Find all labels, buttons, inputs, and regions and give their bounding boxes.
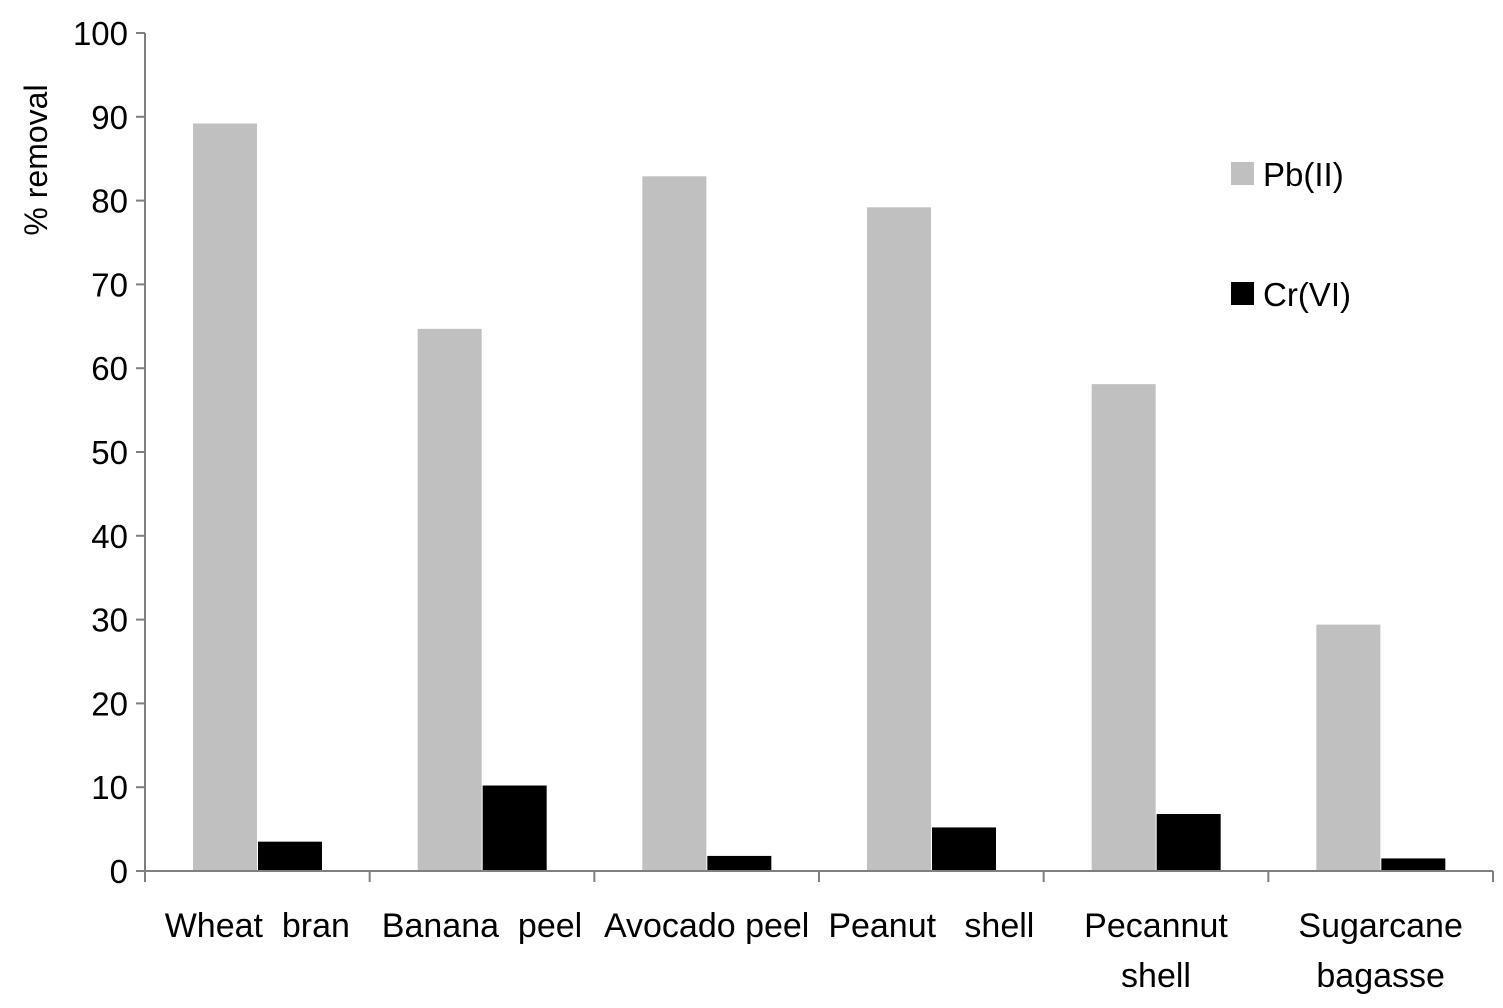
x-category-label: Pecannut shell: [1084, 907, 1228, 995]
bar-pbii-1: [193, 123, 257, 871]
x-category-label-line: Banana peel: [382, 907, 582, 945]
bars-layer: [193, 123, 1446, 872]
bar-crvi-6: [1381, 858, 1446, 871]
bar-pbii-2: [417, 328, 482, 872]
y-tick-label: 40: [91, 518, 128, 555]
y-tick-label: 50: [91, 434, 128, 471]
y-tick-label: 10: [91, 769, 128, 806]
y-tick-label: 70: [91, 266, 128, 303]
bar-pbii-4: [867, 207, 931, 871]
x-category-label: Banana peel: [382, 907, 582, 945]
y-tick-label: 90: [91, 99, 128, 136]
y-tick-label: 30: [91, 602, 128, 639]
legend-swatch-pbii: [1231, 162, 1254, 185]
x-category-label-line: Sugarcane: [1298, 907, 1462, 945]
x-category-label-line: Pecannut: [1084, 907, 1228, 945]
y-tick-label: 80: [91, 183, 128, 220]
legend: Pb(II) Cr(VI): [1231, 156, 1351, 313]
y-tick-label: 60: [91, 350, 128, 387]
axes-layer: [136, 32, 1494, 882]
bar-crvi-2: [482, 785, 547, 871]
bar-pbii-5: [1091, 384, 1156, 871]
x-category-label-line: bagasse: [1316, 957, 1445, 995]
bar-pbii-3: [642, 176, 707, 872]
x-category-label: Sugarcane bagasse: [1298, 907, 1462, 995]
bar-pbii-6: [1316, 624, 1381, 871]
bar-crvi-1: [258, 841, 322, 871]
x-category-label: Peanut shell: [828, 907, 1034, 945]
x-category-label-line: Avocado peel: [604, 907, 809, 945]
bar-crvi-4: [932, 827, 996, 871]
y-tick-label: 0: [110, 853, 128, 890]
x-category-label: Wheat bran: [165, 907, 350, 945]
x-category-label: Avocado peel: [604, 907, 809, 945]
bar-crvi-3: [707, 855, 772, 871]
bar-crvi-5: [1156, 814, 1221, 871]
y-axis-title: % removal: [18, 84, 54, 235]
legend-label-crvi: Cr(VI): [1263, 276, 1351, 313]
x-category-label-line: shell: [1121, 957, 1191, 995]
x-category-label-line: Peanut shell: [828, 907, 1034, 945]
y-tick-label: 100: [73, 15, 128, 52]
x-category-label-line: Wheat bran: [165, 907, 350, 945]
labels-layer: 0 10 20 30 40 50 60 70 80 90 100 Wheat bran Banana p…: [73, 15, 1463, 995]
legend-label-pbii: Pb(II): [1263, 156, 1344, 193]
legend-swatch-crvi: [1231, 282, 1254, 305]
y-tick-label: 20: [91, 685, 128, 722]
